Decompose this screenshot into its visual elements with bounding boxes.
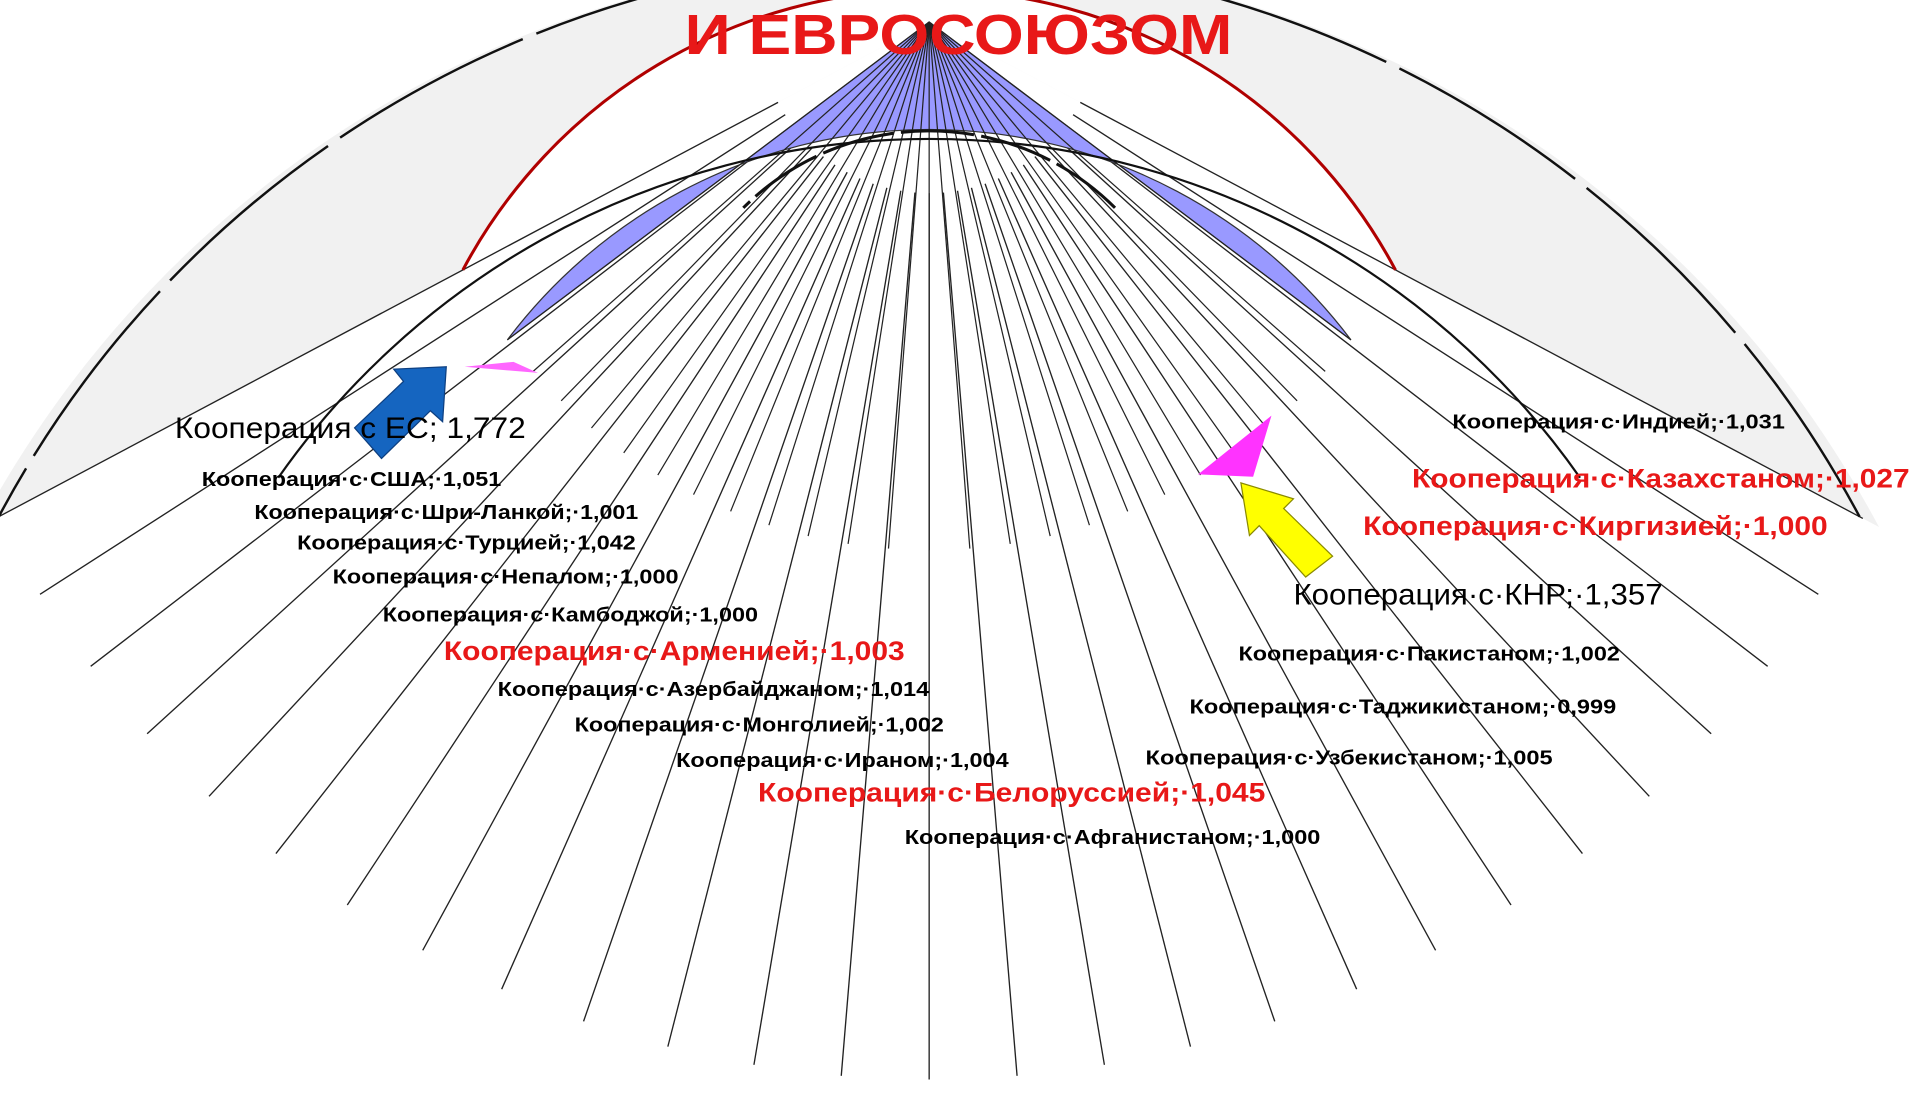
blue-spoke — [532, 21, 930, 372]
spoke — [984, 183, 1276, 1022]
spoke — [956, 190, 1106, 1065]
label: Кооперация·с·США;·1,051 — [202, 468, 502, 491]
yellow-arrow — [1240, 482, 1334, 578]
spoke — [970, 187, 1192, 1047]
blue-spoke — [928, 21, 1326, 372]
magenta-marker — [464, 361, 538, 373]
blue-spoke — [887, 21, 930, 549]
spoke — [1064, 125, 1769, 667]
magenta-marker — [1198, 415, 1272, 477]
spoke — [39, 114, 786, 595]
label: Кооперация·с·Пакистаном;·1,002 — [1238, 643, 1619, 666]
blue-spoke — [768, 21, 930, 526]
fan-background — [0, 0, 1880, 528]
label: Кооперация·с·Шри-Ланкой;·1,001 — [254, 501, 638, 524]
label: Кооперация·с·Монголией;·1,002 — [575, 714, 944, 737]
spoke — [942, 192, 1018, 1076]
blue-spoke — [928, 21, 1236, 454]
inner-ring — [742, 129, 1117, 209]
spoke — [501, 178, 861, 990]
label: Кооперация·с·Таджикистаном;·0,999 — [1190, 695, 1617, 718]
blue-spoke — [847, 21, 930, 544]
spoke — [1045, 146, 1650, 797]
blue-spoke — [928, 21, 1268, 429]
blue-spoke — [928, 21, 1129, 512]
label: Кооперация·с·Арменией;·1,003 — [444, 636, 905, 666]
label: Кооперация с ЕС; 1,772 — [175, 412, 526, 445]
blue-spoke — [928, 21, 1091, 526]
spoke — [840, 192, 916, 1076]
blue-spoke — [560, 21, 930, 402]
blue-spoke — [928, 21, 1352, 341]
spoke — [0, 101, 779, 517]
label: Кооперация·с·Казахстаном;·1,027 — [1412, 464, 1910, 494]
outer-ring — [0, 0, 1861, 518]
fan-inner — [465, 0, 1394, 269]
label: Кооперация·с·КНР;·1,357 — [1293, 578, 1662, 611]
label: Кооперация·с·Непалом;·1,000 — [333, 566, 679, 589]
blue-spoke — [623, 21, 930, 454]
blue-spoke — [807, 21, 930, 537]
spoke — [1010, 171, 1437, 951]
spoke — [1055, 136, 1712, 735]
blue-spoke — [928, 21, 971, 549]
spoke — [582, 183, 874, 1022]
spoke — [422, 171, 848, 951]
label: Кооперация·с·Индией;·1,031 — [1452, 410, 1785, 433]
spoke — [753, 190, 902, 1065]
label: Кооперация·с·Азербайджаном;·1,014 — [498, 678, 930, 701]
blue-spoke — [928, 21, 1011, 544]
blue-spoke — [730, 21, 930, 512]
blue-spoke — [590, 21, 930, 429]
blue-spoke — [692, 21, 930, 495]
label: Кооперация·с·Камбоджой;·1,000 — [383, 604, 758, 627]
spoke — [1072, 114, 1819, 595]
label: Кооперация·с·Ираном;·1,004 — [676, 749, 1009, 772]
label: Кооперация·с·Турцией;·1,042 — [297, 531, 636, 554]
spoke — [208, 146, 814, 797]
spoke — [1079, 101, 1864, 520]
label: Кооперация·с·Узбекистаном;·1,005 — [1146, 747, 1553, 770]
red-ring — [461, 0, 1397, 271]
spoke — [275, 156, 824, 854]
blue-arrow — [353, 366, 447, 460]
blue-spoke — [928, 21, 1202, 476]
blue-spoke — [507, 21, 930, 341]
blue-spoke — [928, 21, 1298, 402]
spoke — [346, 164, 836, 906]
mid-ring — [277, 137, 1581, 479]
spoke — [997, 178, 1358, 990]
label: Кооперация·с·Белоруссией;·1,045 — [758, 778, 1265, 808]
blue-spoke — [657, 21, 930, 476]
blue-spoke — [928, 21, 1051, 537]
spoke — [1034, 156, 1583, 854]
spoke — [667, 187, 888, 1047]
blue-spoke — [928, 21, 1166, 495]
title: И ЕВРОСОЮЗОМ — [685, 3, 1233, 66]
label: Кооперация·с·Киргизией;·1,000 — [1363, 511, 1828, 541]
label: Кооперация·с·Афганистаном;·1,000 — [905, 826, 1321, 849]
spoke — [146, 136, 804, 735]
fan-geometry — [0, 0, 1880, 1080]
